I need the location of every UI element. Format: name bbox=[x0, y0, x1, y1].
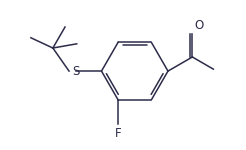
Text: F: F bbox=[115, 127, 122, 140]
Text: O: O bbox=[194, 19, 203, 32]
Text: S: S bbox=[72, 65, 80, 78]
